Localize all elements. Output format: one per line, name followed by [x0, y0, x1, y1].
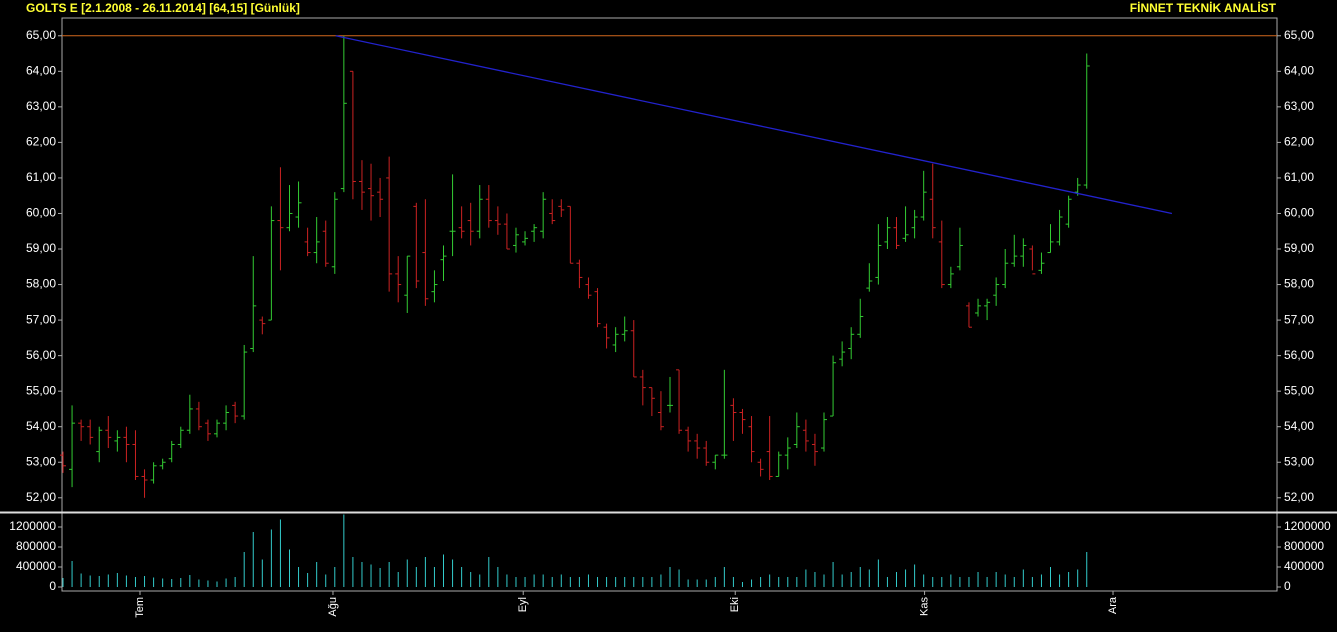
volume-tick-label: 800000 [16, 539, 56, 553]
y-tick-label: 59,00 [26, 241, 56, 255]
y-tick-label: 53,00 [26, 454, 56, 468]
y-tick-label: 57,00 [26, 312, 56, 326]
x-tick-label: Ağu [327, 597, 339, 617]
volume-tick-label: 1200000 [9, 519, 56, 533]
y-tick-label-right: 54,00 [1284, 419, 1314, 433]
y-tick-label-right: 52,00 [1284, 490, 1314, 504]
y-tick-label: 61,00 [26, 170, 56, 184]
trendline [335, 35, 1173, 215]
y-tick-label: 54,00 [26, 419, 56, 433]
y-tick-label-right: 58,00 [1284, 277, 1314, 291]
y-tick-label: 55,00 [26, 383, 56, 397]
y-tick-label: 63,00 [26, 99, 56, 113]
x-tick-label: Tem [134, 597, 146, 618]
y-tick-label-right: 64,00 [1284, 63, 1314, 77]
plot-frame [61, 17, 1278, 592]
x-tick-label: Kas [918, 597, 930, 616]
y-tick-label-right: 65,00 [1284, 28, 1314, 42]
volume-tick-label-right: 1200000 [1284, 519, 1331, 533]
y-tick-label: 62,00 [26, 135, 56, 149]
volume-tick-label: 400000 [16, 559, 56, 573]
y-tick-label-right: 60,00 [1284, 206, 1314, 220]
volume-tick-label-right: 0 [1284, 579, 1291, 593]
y-tick-label-right: 53,00 [1284, 454, 1314, 468]
y-tick-label: 60,00 [26, 206, 56, 220]
y-tick-label-right: 62,00 [1284, 135, 1314, 149]
brand: FİNNET TEKNİK ANALİST [1130, 0, 1277, 15]
x-tick-label: Eki [729, 597, 741, 612]
y-tick-label-right: 59,00 [1284, 241, 1314, 255]
y-tick-label-right: 55,00 [1284, 383, 1314, 397]
volume-tick-label: 0 [49, 579, 56, 593]
y-tick-label: 64,00 [26, 63, 56, 77]
y-tick-label: 52,00 [26, 490, 56, 504]
x-tick-label: Ara [1107, 596, 1119, 614]
y-tick-label: 56,00 [26, 348, 56, 362]
y-tick-label-right: 56,00 [1284, 348, 1314, 362]
y-tick-label-right: 57,00 [1284, 312, 1314, 326]
y-tick-label: 58,00 [26, 277, 56, 291]
x-tick-label: Eyl [517, 597, 529, 612]
volume-tick-label-right: 800000 [1284, 539, 1324, 553]
y-tick-label-right: 63,00 [1284, 99, 1314, 113]
y-tick-label: 65,00 [26, 28, 56, 42]
y-tick-label-right: 61,00 [1284, 170, 1314, 184]
chart-title: GOLTS E [2.1.2008 - 26.11.2014] [64,15] … [26, 1, 300, 15]
volume-tick-label-right: 400000 [1284, 559, 1324, 573]
